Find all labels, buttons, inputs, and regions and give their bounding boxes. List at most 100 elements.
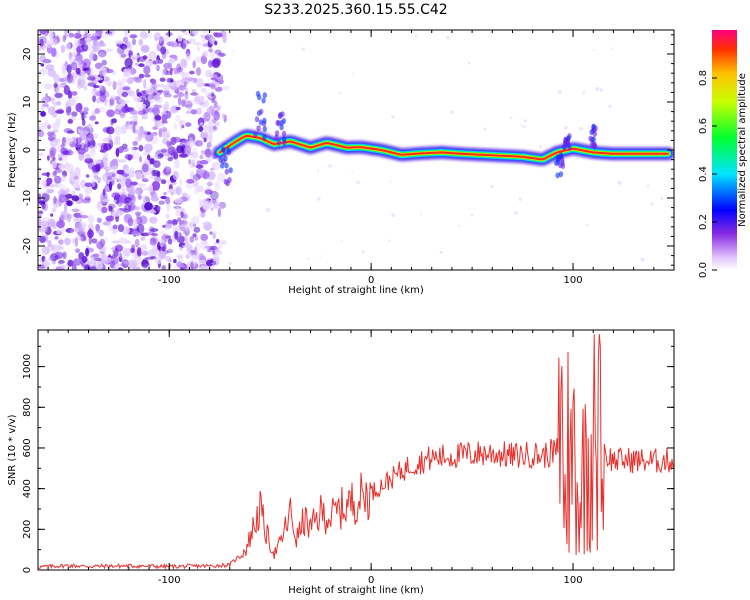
noise-blob	[182, 213, 188, 220]
noise-blob	[82, 198, 91, 204]
noise-blob	[202, 170, 210, 180]
noise-blob	[200, 255, 207, 261]
noise-blob	[177, 66, 183, 73]
noise-blob	[154, 115, 162, 121]
noise-blob	[160, 46, 167, 55]
noise-blob	[41, 201, 46, 210]
noise-blob	[189, 70, 195, 75]
noise-blob	[138, 144, 144, 152]
noise-blob	[108, 205, 113, 212]
noise-blob	[91, 164, 100, 173]
noise-blob	[193, 41, 202, 46]
ridge-plume	[593, 125, 598, 132]
noise-blob	[77, 30, 81, 35]
noise-blob	[141, 259, 149, 268]
ridge-plume	[558, 171, 564, 178]
noise-blob	[117, 183, 122, 190]
noise-blob	[194, 242, 201, 252]
noise-blob	[38, 210, 44, 215]
noise-blob	[86, 76, 96, 81]
noise-blob	[62, 78, 66, 83]
noise-blob	[154, 256, 163, 265]
noise-blob	[170, 181, 177, 186]
noise-blob	[56, 85, 61, 94]
noise-blob	[80, 179, 87, 189]
noise-blob	[63, 202, 68, 212]
ridge-plume	[556, 155, 562, 162]
noise-blob	[51, 97, 56, 104]
noise-blob	[74, 184, 81, 189]
snr-line	[38, 333, 674, 570]
noise-blob	[50, 244, 60, 253]
noise-blob	[212, 125, 218, 131]
noise-blob	[58, 194, 67, 203]
noise-blob	[46, 177, 53, 185]
noise-blob	[191, 252, 201, 260]
noise-blob	[107, 222, 113, 232]
noise-blob	[209, 245, 218, 251]
noise-blob	[40, 123, 45, 131]
noise-blob	[171, 219, 178, 226]
noise-blob	[156, 118, 161, 127]
noise-blob	[62, 34, 66, 43]
noise-blob	[53, 175, 62, 184]
noise-blob	[162, 90, 170, 95]
noise-blob	[192, 233, 197, 238]
noise-blob	[58, 239, 64, 245]
noise-blob	[92, 95, 96, 103]
noise-speck	[391, 213, 396, 218]
noise-blob	[99, 196, 108, 205]
colorbar-tick-label: 0.2	[698, 214, 709, 230]
noise-blob	[160, 148, 168, 153]
noise-blob	[119, 112, 126, 119]
noise-blob	[200, 233, 208, 242]
noise-blob	[128, 202, 136, 211]
ridge-plume	[225, 180, 230, 187]
noise-blob	[164, 225, 170, 231]
noise-blob	[101, 59, 107, 66]
noise-blob	[123, 53, 129, 57]
noise-blob	[163, 191, 167, 196]
y-tick-label: -20	[22, 238, 33, 254]
noise-blob	[43, 83, 53, 90]
spectrogram-ridge	[212, 90, 674, 187]
noise-blob	[132, 141, 138, 146]
noise-blob	[176, 261, 183, 268]
noise-blob	[184, 227, 190, 236]
noise-blob	[158, 128, 163, 138]
noise-speck	[640, 257, 645, 262]
noise-blob	[109, 95, 117, 100]
noise-blob	[199, 154, 204, 160]
noise-blob	[161, 113, 168, 123]
ridge-plume	[218, 157, 223, 164]
noise-blob	[174, 197, 183, 204]
noise-blob	[111, 256, 119, 265]
noise-blob	[200, 88, 207, 93]
noise-blob	[144, 74, 151, 78]
noise-blob	[61, 136, 67, 145]
noise-speck	[646, 184, 650, 188]
y-tick-label: 600	[22, 438, 33, 457]
noise-blob	[132, 219, 138, 229]
noise-blob	[175, 114, 181, 123]
noise-blob	[99, 70, 104, 77]
ridge-plume	[262, 92, 267, 99]
noise-blob	[188, 38, 197, 44]
noise-blob	[150, 191, 158, 198]
noise-blob	[213, 205, 222, 209]
noise-blob	[40, 111, 46, 117]
noise-blob	[183, 80, 188, 88]
noise-speck	[523, 119, 527, 123]
noise-blob	[129, 120, 137, 125]
noise-blob	[102, 221, 111, 226]
noise-blob	[99, 92, 106, 103]
ridge-plume	[279, 124, 284, 131]
noise-blob	[203, 99, 210, 108]
noise-blob	[185, 48, 191, 57]
noise-blob	[142, 195, 146, 200]
ridge-plume	[280, 111, 285, 118]
noise-speck	[586, 224, 589, 227]
noise-speck	[307, 257, 310, 261]
noise-blob	[217, 207, 221, 218]
noise-blob	[192, 223, 197, 228]
